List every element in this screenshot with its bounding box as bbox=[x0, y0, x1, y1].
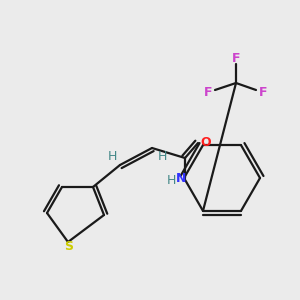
Text: F: F bbox=[232, 52, 240, 64]
Text: S: S bbox=[64, 239, 74, 253]
Text: N: N bbox=[176, 172, 186, 184]
Text: O: O bbox=[201, 136, 211, 149]
Text: F: F bbox=[204, 86, 212, 100]
Text: F: F bbox=[259, 86, 267, 100]
Text: H: H bbox=[157, 151, 167, 164]
Text: H: H bbox=[166, 173, 176, 187]
Text: H: H bbox=[107, 149, 117, 163]
